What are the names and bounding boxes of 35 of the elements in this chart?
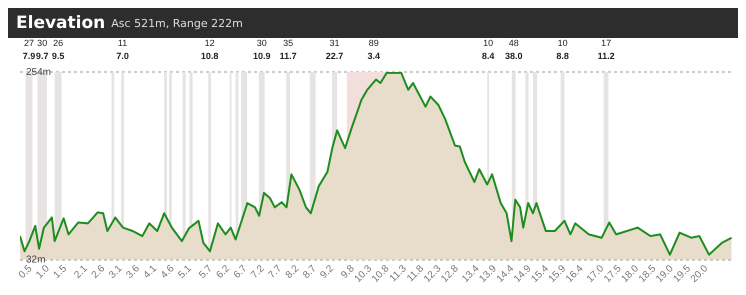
x-tick-label: 8.2 — [284, 262, 302, 281]
x-tick-label: 1.5 — [52, 262, 70, 281]
x-tick-label: 5.1 — [176, 262, 194, 281]
band-label: 10 8.8 — [556, 38, 569, 61]
x-tick-label: 4.1 — [142, 262, 160, 281]
x-tick-label: 2.1 — [72, 262, 90, 281]
x-tick-label: 5.7 — [197, 262, 216, 281]
band-label: 48 38.0 — [504, 38, 522, 61]
y-tick-label: 32m — [26, 254, 46, 266]
x-tick-label: 8.7 — [301, 262, 319, 281]
chart-title: Elevation — [16, 13, 106, 33]
y-tick-label: 254m — [26, 66, 52, 78]
x-tick-label: 3.1 — [106, 262, 125, 281]
x-tick-label: 2.6 — [90, 262, 108, 281]
band-label: 30 9.7 — [36, 38, 48, 61]
x-tick-label: 7.2 — [249, 262, 267, 281]
band-label: 10 8.4 — [482, 38, 494, 61]
x-tick-label: 1.0 — [34, 262, 52, 281]
band-label: 11 7.0 — [116, 38, 129, 61]
band-label: 17 11.2 — [598, 38, 615, 61]
band-label: 35 11.7 — [280, 38, 297, 61]
x-tick-label: 4.6 — [158, 262, 177, 281]
x-tick-label: 6.7 — [232, 262, 250, 281]
x-tick-label: 9.2 — [318, 262, 336, 281]
x-tick-label: 3.6 — [124, 262, 142, 281]
band-label: 26 9.5 — [52, 38, 64, 61]
chart-subtitle: Asc 521m, Range 222m — [111, 16, 243, 30]
band-label: 89 3.4 — [367, 38, 380, 61]
band-label: 12 10.8 — [200, 38, 218, 61]
x-tick-label: 7.7 — [266, 262, 284, 281]
x-tick-label: 6.2 — [214, 262, 232, 281]
x-tick-label: 0.5 — [16, 262, 35, 281]
band-label: 31 22.7 — [326, 38, 344, 61]
band-label: 30 10.9 — [252, 38, 271, 61]
band-label: 27 7.9 — [22, 38, 36, 61]
